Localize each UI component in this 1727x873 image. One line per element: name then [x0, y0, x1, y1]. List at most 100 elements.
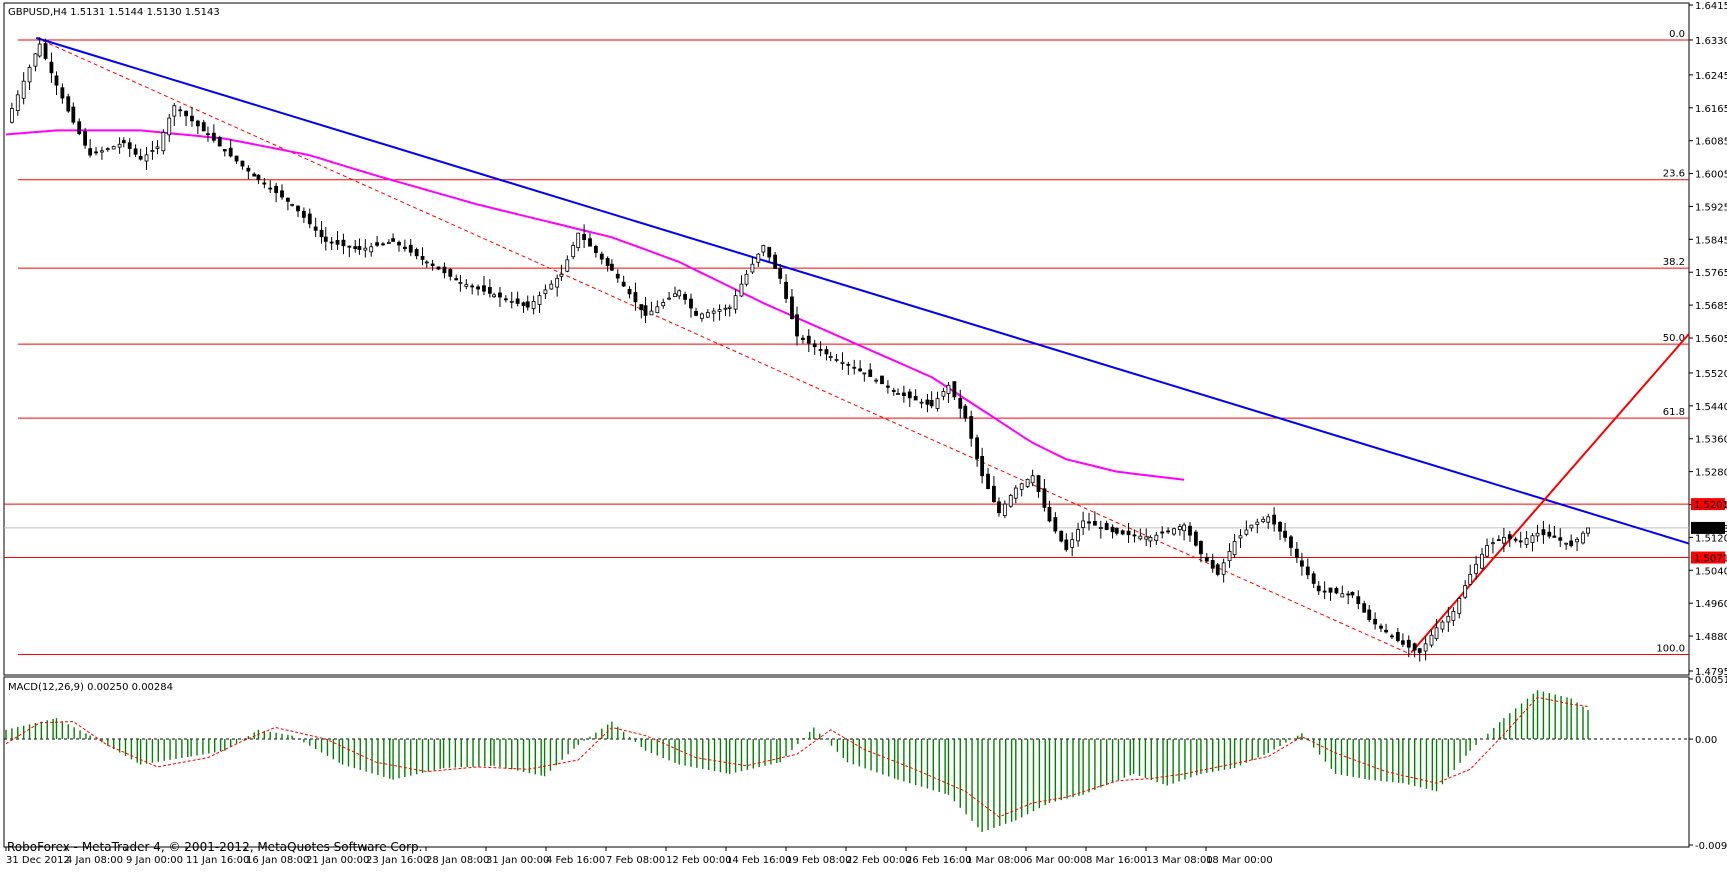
- candle-body: [1362, 603, 1367, 613]
- candle-body: [1463, 585, 1468, 598]
- candle-body: [649, 310, 654, 316]
- macd-axis-label: 0.00517: [1695, 675, 1727, 686]
- candle-body: [217, 137, 222, 147]
- candle-body: [891, 390, 896, 392]
- price-axis-label: 1.6245: [1695, 71, 1727, 82]
- price-label-box: [1691, 551, 1725, 564]
- time-axis-label: 16 Jan 08:00: [246, 855, 309, 866]
- candle-body: [1300, 560, 1304, 567]
- candle-body: [537, 295, 542, 305]
- candle-body: [767, 246, 772, 258]
- candle-body: [1013, 487, 1018, 499]
- candle-body: [1188, 525, 1192, 536]
- price-axis-label: 1.4960: [1695, 599, 1727, 610]
- candle-body: [565, 259, 570, 272]
- candle-body: [184, 110, 188, 117]
- candle-body: [997, 501, 1001, 514]
- candle-body: [733, 295, 738, 310]
- candle-body: [27, 67, 32, 83]
- candle-body: [448, 269, 453, 277]
- candle-body: [60, 87, 65, 99]
- candle-body: [1053, 517, 1058, 532]
- candle-body: [1093, 521, 1097, 526]
- candle-body: [33, 53, 38, 67]
- candle-body: [296, 205, 300, 212]
- candle-body: [1110, 526, 1115, 533]
- price-axis-label: 1.6415: [1695, 1, 1727, 12]
- time-axis-label: 9 Jan 00:00: [126, 855, 183, 866]
- candle-body: [515, 298, 520, 304]
- candle-body: [246, 167, 251, 172]
- candle-body: [1087, 521, 1091, 524]
- candle-body: [240, 160, 245, 167]
- candle-body: [1238, 535, 1243, 539]
- price-axis-label: 1.5765: [1695, 268, 1727, 279]
- candle-body: [313, 226, 318, 231]
- candle-body: [347, 245, 352, 248]
- candle-body: [15, 94, 20, 112]
- candle-body: [492, 294, 496, 298]
- candle-body: [1255, 521, 1260, 525]
- candle-body: [319, 229, 324, 238]
- candle-body: [795, 314, 799, 337]
- candle-body: [43, 43, 48, 59]
- candle-body: [1501, 536, 1506, 544]
- candle-body: [442, 266, 447, 274]
- candle-body: [1002, 503, 1007, 517]
- time-axis-label: 23 Jan 16:00: [366, 855, 429, 866]
- candle-body: [1356, 596, 1361, 604]
- candle-body: [476, 286, 480, 290]
- candle-body: [66, 96, 71, 112]
- candle-body: [824, 349, 829, 355]
- candle-body: [1474, 563, 1479, 574]
- candle-body: [386, 242, 391, 245]
- candle-body: [907, 391, 912, 399]
- candle-body: [172, 105, 177, 117]
- candle-body: [1042, 488, 1047, 508]
- candle-body: [727, 306, 732, 309]
- candle-body: [1177, 526, 1182, 530]
- price-axis-label: 1.6085: [1695, 137, 1727, 148]
- candle-body: [111, 146, 116, 150]
- time-axis-label: 6 Mar 00:00: [1026, 855, 1086, 866]
- candle-body: [576, 232, 581, 249]
- fib-level-label: 50.0: [1663, 333, 1685, 344]
- candle-body: [700, 313, 704, 319]
- price-axis-label: 1.6005: [1695, 170, 1727, 181]
- watermark-text: RoboForex - MetaTrader 4, © 2001-2012, M…: [7, 840, 423, 854]
- candle-body: [1059, 530, 1064, 542]
- candle-body: [874, 379, 879, 382]
- candle-body: [206, 133, 210, 136]
- time-axis-label: 31 Jan 00:00: [486, 855, 549, 866]
- candle-body: [1154, 534, 1159, 541]
- candle-body: [599, 253, 604, 260]
- candle-body: [1496, 539, 1501, 542]
- candle-body: [661, 302, 666, 307]
- time-axis-label: 4 Jan 08:00: [66, 855, 123, 866]
- time-axis-label: 18 Mar 00:00: [1206, 855, 1273, 866]
- candle-body: [1400, 640, 1405, 645]
- symbol-header: GBPUSD,H4 1.5131 1.5144 1.5130 1.5143: [8, 7, 220, 18]
- candle-body: [105, 148, 110, 150]
- candle-body: [543, 289, 548, 295]
- time-axis-label: 21 Jan 00:00: [306, 855, 369, 866]
- candle-body: [1160, 531, 1165, 534]
- candle-body: [408, 244, 413, 253]
- candle-body: [357, 246, 362, 251]
- candle-body: [980, 455, 985, 477]
- candle-body: [1215, 564, 1220, 575]
- candle-body: [503, 298, 508, 301]
- candle-body: [621, 281, 626, 287]
- candle-body: [420, 256, 425, 260]
- candle-body: [138, 155, 143, 160]
- candle-body: [806, 335, 811, 344]
- price-label: 1.5143: [1694, 524, 1727, 535]
- candle-body: [280, 190, 284, 198]
- candle-body: [913, 396, 918, 401]
- candle-body: [1340, 593, 1345, 598]
- candle-body: [778, 268, 783, 279]
- candle-body: [531, 301, 536, 309]
- candle-body: [301, 210, 306, 218]
- candle-body: [834, 358, 839, 361]
